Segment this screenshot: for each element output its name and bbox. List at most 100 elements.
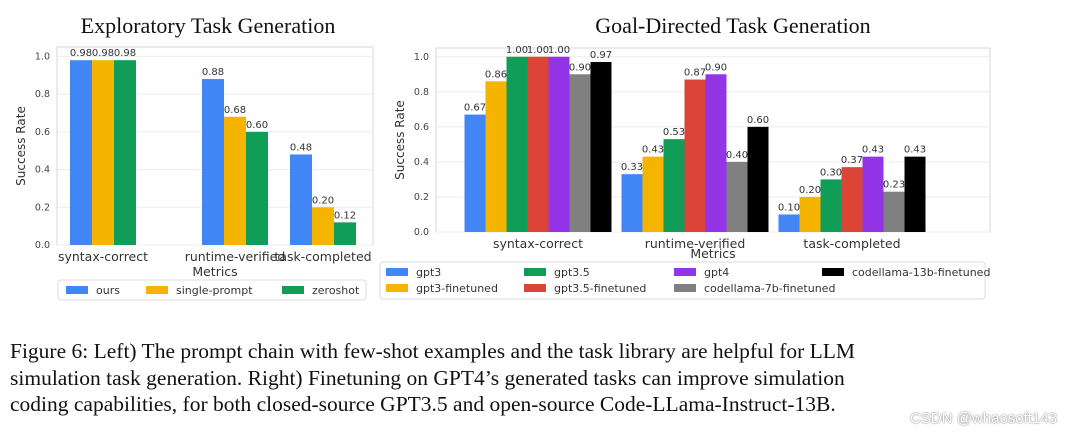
data-label: 0.43 [862,145,884,156]
x-tick-label: task-completed [803,236,900,251]
data-label: 0.48 [290,142,312,153]
bar [246,131,268,245]
bar [684,79,706,233]
bar [527,56,549,233]
data-label: 0.60 [747,115,769,126]
y-axis-label: Success Rate [14,106,28,186]
y-tick-label: 0.4 [414,157,429,168]
bar [778,214,800,232]
legend-label: codellama-7b-finetuned [704,282,835,295]
data-label: 0.20 [799,185,821,196]
data-label: 0.53 [663,127,685,138]
data-label: 0.90 [705,62,727,73]
data-label: 0.12 [334,210,356,221]
bar [569,74,591,233]
data-label: 0.30 [820,167,842,178]
bar [506,56,528,233]
legend-label: single-prompt [176,284,253,297]
data-label: 0.98 [70,48,92,59]
bar [485,81,507,233]
figure-caption: Figure 6: Left) The prompt chain with fe… [10,338,1060,418]
data-label: 0.97 [590,50,612,61]
bar [904,156,926,232]
data-label: 0.43 [642,145,664,156]
legend-label: zeroshot [312,284,360,297]
y-tick-label: 0.0 [414,227,429,238]
bar [590,62,612,233]
x-axis-label: Metrics [192,264,237,279]
data-label: 0.90 [569,62,591,73]
legend-swatch [674,284,696,292]
y-tick-label: 0.4 [35,165,50,176]
bar [312,207,334,245]
watermark: CSDN @whaosoft143 [910,410,1057,427]
x-tick-label: syntax-correct [58,249,148,264]
data-label: 0.98 [92,48,114,59]
bar [114,60,136,246]
x-tick-label: task-completed [274,249,371,264]
chart-title: Goal-Directed Task Generation [595,13,870,38]
legend-swatch [524,284,546,292]
legend-swatch [822,268,844,276]
data-label: 1.00 [527,45,549,56]
legend-swatch [146,286,168,294]
figure: 0.0 0.2 0.4 0.6 0.8 1.0 Exploratory Task Gener… [14,13,991,301]
y-tick-label: 1.0 [35,51,50,62]
bar [621,174,643,232]
data-label: 0.37 [841,155,863,166]
data-label: 0.86 [485,69,507,80]
y-tick-label: 0.6 [35,127,50,138]
x-tick-label: syntax-correct [493,236,583,251]
y-tick-label: 0.2 [35,202,50,213]
caption-line: simulation task generation. Right) Finet… [10,365,845,390]
bar [841,167,863,232]
y-tick-label: 0.8 [35,89,50,100]
data-label: 1.00 [548,45,570,56]
bar [726,161,748,232]
legend-label: gpt3-finetuned [416,282,498,295]
y-tick-label: 1.0 [414,52,429,63]
data-label: 0.68 [224,105,246,116]
data-label: 0.88 [202,67,224,78]
data-label: 0.10 [778,202,800,213]
bar [799,196,821,232]
x-tick-label: runtime-verified [645,236,746,251]
data-label: 0.67 [464,103,486,114]
bar [642,156,664,232]
bar [663,139,685,232]
legend-label: codellama-13b-finetuned [852,266,990,279]
y-axis-label: Success Rate [393,100,407,180]
caption-line: Figure 6: Left) The prompt chain with fe… [10,339,856,363]
y-tick-label: 0.0 [35,240,50,251]
bar [862,156,884,232]
data-label: 0.23 [883,180,905,191]
bar [464,114,486,232]
legend-label: gpt3 [416,266,441,279]
legend-label: ours [96,284,120,297]
bar [705,74,727,233]
legend-swatch [674,268,696,276]
data-label: 0.33 [621,162,643,173]
data-label: 0.87 [684,68,706,79]
bar [290,154,312,245]
legend-swatch [524,268,546,276]
data-label: 0.20 [312,195,334,206]
data-label: 0.40 [726,150,748,161]
bar [883,191,905,232]
bar [334,222,356,245]
caption-line: coding capabilities, for both closed-sou… [10,392,836,416]
bar [92,60,114,246]
data-label: 0.98 [114,48,136,59]
legend-swatch [386,284,408,292]
legend-label: gpt3.5 [554,266,590,279]
bar [70,60,92,246]
chart-title: Exploratory Task Generation [81,13,336,38]
y-tick-label: 0.2 [414,192,429,203]
legend-swatch [282,286,304,294]
legend-swatch [66,286,88,294]
x-tick-label: runtime-verified [185,249,286,264]
legend-label: gpt3.5-finetuned [554,282,646,295]
legend-box [57,279,367,301]
bar [224,116,246,246]
legend-swatch [386,268,408,276]
